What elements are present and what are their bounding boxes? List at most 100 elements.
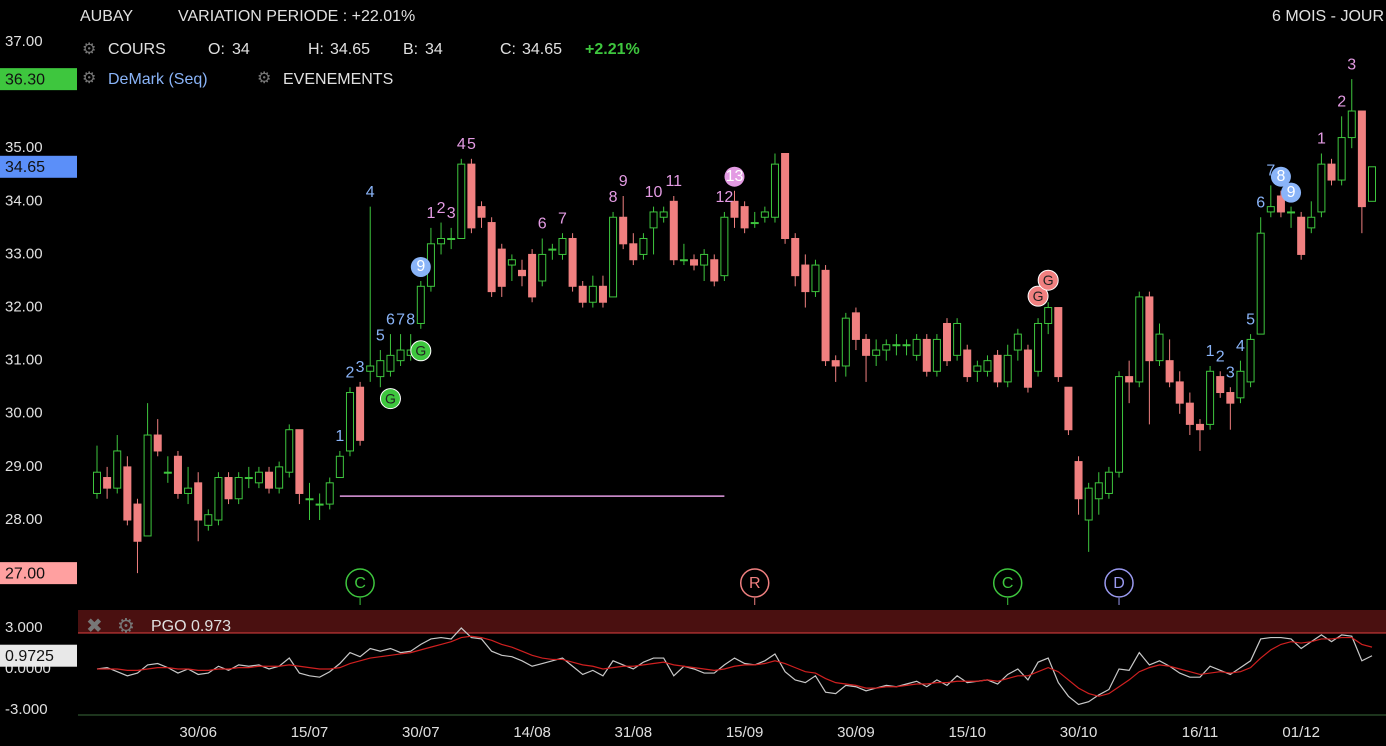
candle-body [1327, 163, 1336, 181]
candle-body [1175, 381, 1184, 404]
candle-body [720, 216, 729, 277]
signal-circle [379, 388, 401, 410]
candle-body [1236, 370, 1245, 399]
signal-label: G [385, 390, 396, 406]
y-tick-label: 32.00 [5, 299, 43, 316]
indicator-line [97, 635, 1373, 697]
x-tick-label: 30/10 [1060, 724, 1098, 741]
settings-icon[interactable]: ⚙ [82, 70, 96, 87]
candle-body [1317, 163, 1326, 213]
price-badge-label: 27.00 [5, 565, 45, 582]
candle-body [386, 354, 395, 372]
demark-count: 9 [416, 258, 425, 275]
demark-count: 2 [1337, 94, 1346, 111]
candle-body [305, 498, 314, 501]
candle-body [558, 237, 567, 255]
candle-body [376, 360, 385, 378]
candle-body [1165, 360, 1174, 383]
settings-icon[interactable]: ⚙ [117, 615, 135, 637]
x-tick-label: 15/10 [948, 724, 986, 741]
low-value: 34 [425, 41, 443, 58]
candle-body [528, 253, 537, 298]
signal-label: G [1043, 272, 1054, 288]
candle-body [730, 200, 739, 218]
open-label: O: [208, 41, 225, 58]
candle-body [416, 285, 425, 324]
price-badge [0, 155, 77, 178]
candle-body [831, 360, 840, 367]
candle-body [275, 466, 284, 489]
candle-body [487, 222, 496, 293]
period[interactable]: 6 MOIS - JOUR [1272, 8, 1384, 25]
candle-body [1287, 211, 1296, 214]
candle-body [345, 392, 354, 452]
demark-count: 6 [386, 311, 395, 328]
candle-body [1185, 402, 1194, 425]
candle-body [1226, 392, 1235, 404]
indicator-line [96, 627, 1373, 706]
y-tick-label: 34.00 [5, 192, 43, 209]
candle-body [295, 429, 304, 494]
candle-body [619, 216, 628, 245]
candle-body [1297, 216, 1306, 255]
candle-body [821, 269, 830, 362]
event-label: C [354, 575, 366, 592]
candle-body [163, 471, 172, 474]
ticker: AUBAY [80, 8, 133, 25]
close-icon[interactable]: ✖ [86, 615, 103, 637]
candle-body [1125, 376, 1134, 383]
candle-body [740, 206, 749, 229]
candle-body [781, 153, 790, 239]
x-tick-label: 31/08 [615, 724, 653, 741]
candle-body [649, 211, 658, 229]
variation: VARIATION PERIODE : +22.01% [178, 8, 415, 25]
candle-body [882, 344, 891, 351]
demark-count: 7 [558, 210, 567, 227]
candle-body [993, 354, 1002, 383]
candle-body [396, 349, 405, 362]
demark-count: 8 [1276, 168, 1285, 185]
candle-body [244, 477, 253, 480]
candle-body [366, 365, 375, 372]
indicator-title: PGO 0.973 [151, 618, 231, 635]
x-tick-label: 30/07 [402, 724, 440, 741]
candle-body [507, 259, 516, 266]
event-label: R [749, 575, 761, 592]
candle-body [437, 237, 446, 245]
candle-body [1034, 322, 1043, 372]
low-label: B: [403, 41, 418, 58]
indicator-name[interactable]: DeMark (Seq) [108, 71, 208, 88]
demark-count: 6 [538, 216, 547, 233]
y-tick-label: -3.000 [5, 701, 48, 718]
candle-body [862, 338, 871, 356]
candle-body [356, 386, 365, 441]
demark-count: 9 [619, 173, 628, 190]
events-name[interactable]: EVENEMENTS [283, 71, 393, 88]
y-tick-label: 35.00 [5, 139, 43, 156]
demark-count: 7 [1266, 163, 1275, 180]
candle-body [659, 211, 668, 218]
signal-circle [1027, 285, 1049, 307]
settings-icon[interactable]: ⚙ [257, 70, 271, 87]
candle-body [1023, 349, 1032, 388]
settings-icon[interactable]: ⚙ [82, 41, 96, 58]
candle-body [143, 434, 152, 537]
demark-count: 2 [1216, 349, 1225, 366]
candle-body [1276, 195, 1285, 213]
candle-body [457, 163, 466, 239]
demark-circle [724, 166, 745, 187]
candle-body [447, 237, 456, 240]
event-label: D [1113, 575, 1125, 592]
y-tick-label: 37.00 [5, 33, 43, 50]
candle-body [184, 487, 193, 494]
high-label: H: [308, 41, 324, 58]
event-label: C [1002, 575, 1014, 592]
demark-count: 6 [1256, 194, 1265, 211]
event-circle [739, 568, 770, 598]
candle-body [1216, 376, 1225, 394]
candle-body [609, 216, 618, 298]
candle-body [1044, 307, 1053, 324]
candle-body [760, 211, 769, 218]
candle-body [1074, 461, 1083, 500]
candle-body [588, 285, 597, 303]
